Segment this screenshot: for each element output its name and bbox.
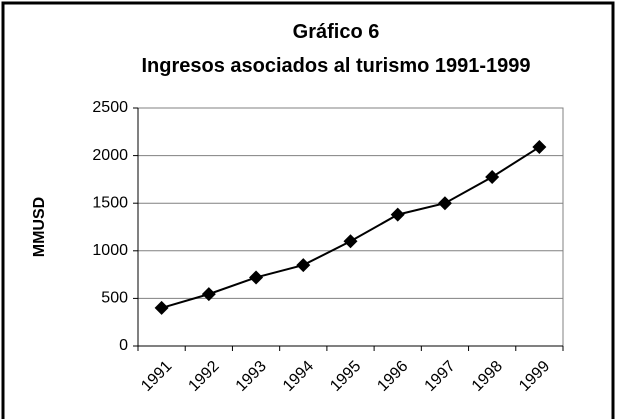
chart-subtitle: Ingresos asociados al turismo 1991-1999 — [141, 55, 530, 77]
chart-title: Gráfico 6 — [293, 21, 380, 43]
data-marker — [532, 140, 547, 155]
plot-area — [137, 107, 564, 347]
y-tick-label: 2000 — [92, 147, 128, 164]
data-marker — [296, 258, 311, 273]
data-marker — [485, 170, 500, 185]
y-tick-label: 1000 — [92, 242, 128, 259]
y-tick-label: 0 — [119, 337, 128, 354]
data-marker — [390, 207, 405, 222]
data-marker — [154, 300, 169, 315]
y-tick-label: 2500 — [92, 99, 128, 116]
data-marker — [249, 270, 264, 285]
y-axis-label: MMUSD — [31, 197, 48, 257]
y-tick-label: 500 — [101, 290, 128, 307]
y-tick-label: 1500 — [92, 194, 128, 211]
data-marker — [343, 234, 358, 249]
data-marker — [201, 287, 216, 302]
data-marker — [437, 196, 452, 211]
